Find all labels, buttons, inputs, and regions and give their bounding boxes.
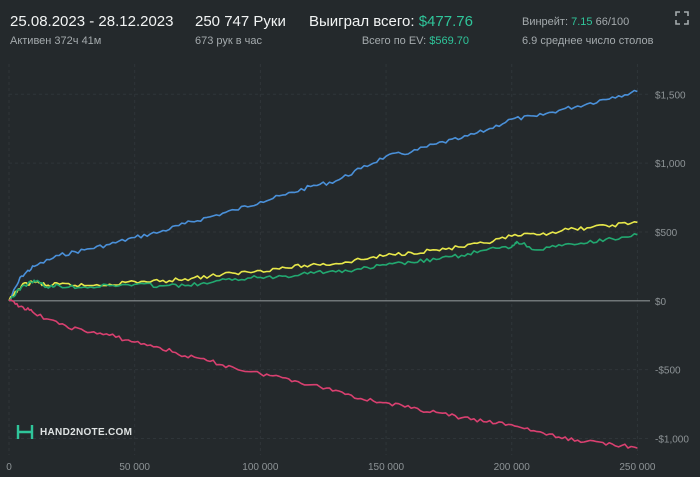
- y-tick-label: $1,000: [655, 159, 686, 170]
- won-total: Выиграл всего: $477.76: [309, 13, 473, 30]
- series-line-1: [8, 221, 638, 302]
- hand2note-logo: HAND2NOTE.COM: [16, 423, 132, 441]
- x-tick-label: 50 000: [119, 462, 150, 473]
- y-tick-label: $1,500: [655, 90, 686, 101]
- series-line-0: [8, 89, 638, 302]
- y-tick-label: $500: [655, 228, 678, 239]
- winrate-value: 7.15: [571, 16, 593, 28]
- active-time: Активен 372ч 41м: [10, 35, 102, 47]
- expand-icon[interactable]: [674, 10, 690, 26]
- hands-per-hour: 673 рук в час: [195, 35, 263, 47]
- won-value: $477.76: [418, 13, 473, 30]
- logo-text: HAND2NOTE.COM: [40, 426, 133, 438]
- y-tick-label: $0: [655, 297, 667, 308]
- date-range: 25.08.2023 - 28.12.2023: [10, 13, 174, 30]
- x-tick-label: 0: [6, 462, 12, 473]
- ev-total: Всего по EV: $569.70: [362, 35, 469, 47]
- ev-value: $569.70: [429, 35, 469, 47]
- y-tick-label: -$1,000: [655, 434, 689, 445]
- winrate-label: Винрейт:: [522, 16, 569, 28]
- stats-header: 25.08.2023 - 28.12.2023 Активен 372ч 41м…: [0, 0, 700, 56]
- series-line-3: [8, 298, 638, 449]
- hands-count: 250 747 Руки: [195, 13, 286, 30]
- y-tick-label: -$500: [655, 366, 681, 377]
- won-label: Выиграл всего:: [309, 13, 415, 30]
- hand2note-logo-icon: [16, 425, 34, 439]
- x-tick-label: 250 000: [619, 462, 656, 473]
- avg-tables: 6.9 среднее число столов: [522, 35, 654, 47]
- winrate: Винрейт: 7.15 66/100: [522, 16, 629, 28]
- ev-label: Всего по EV:: [361, 35, 427, 47]
- series-line-2: [8, 233, 638, 302]
- x-tick-label: 150 000: [368, 462, 405, 473]
- x-tick-label: 200 000: [494, 462, 531, 473]
- winrate-suffix: 66/100: [595, 16, 630, 28]
- x-tick-label: 100 000: [242, 462, 279, 473]
